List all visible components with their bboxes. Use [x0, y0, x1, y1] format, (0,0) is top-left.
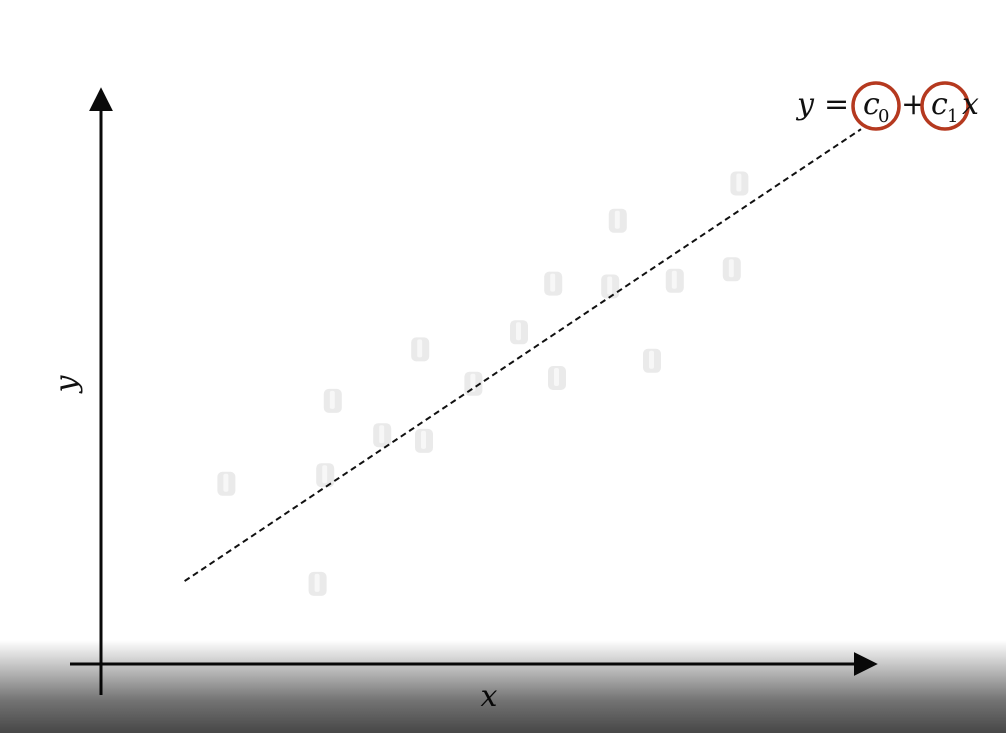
y-axis-label: y — [49, 374, 84, 394]
data-point — [608, 208, 627, 233]
data-point — [323, 388, 342, 413]
equation-equals: = — [824, 87, 849, 122]
equation-lhs: y — [795, 87, 815, 122]
data-point — [665, 268, 684, 293]
data-point — [548, 366, 566, 390]
regression-equation: y = c 0 + c 1 x — [795, 81, 979, 131]
c0-highlight-circle — [851, 81, 901, 131]
data-point — [308, 571, 327, 596]
equation-c1-subscript: 1 — [947, 106, 958, 127]
data-point — [730, 171, 749, 196]
data-point — [544, 271, 563, 296]
equation-var: x — [962, 87, 979, 122]
data-point — [510, 320, 528, 345]
data-point — [373, 423, 392, 448]
data-point — [464, 371, 483, 396]
c1-highlight-circle — [920, 81, 970, 131]
equation-c1: c — [931, 87, 948, 122]
data-point — [415, 428, 433, 453]
equation-c0: c — [863, 87, 880, 122]
data-point — [643, 348, 661, 373]
x-axis-label: x — [481, 679, 498, 714]
equation-c0-subscript: 0 — [878, 106, 889, 127]
data-point — [217, 471, 236, 496]
fit-line — [184, 128, 862, 582]
data-point — [316, 463, 335, 488]
data-point — [722, 257, 741, 282]
data-points — [217, 171, 749, 596]
data-point — [411, 337, 430, 362]
data-point — [601, 274, 620, 299]
